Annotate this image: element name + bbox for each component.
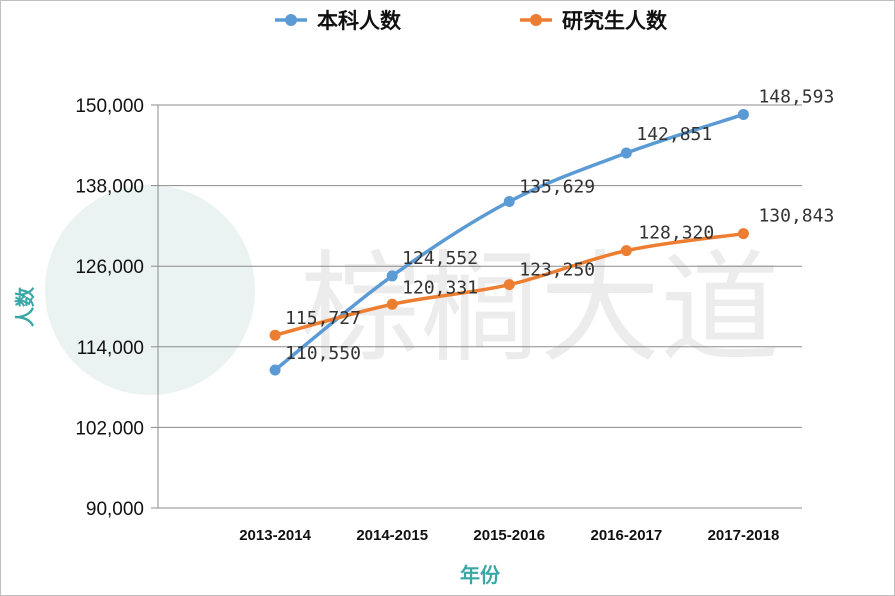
- y-tick-label: 126,000: [75, 257, 144, 278]
- legend-label: 本科人数: [317, 9, 402, 33]
- y-tick-label: 150,000: [75, 96, 144, 117]
- data-label: 115,727: [285, 308, 361, 329]
- data-point: [503, 196, 515, 208]
- data-label: 135,629: [519, 177, 595, 198]
- y-tick-label: 102,000: [75, 418, 144, 439]
- data-point: [737, 228, 749, 240]
- x-ticks: 2013-2014 2014-2015 2015-2016 2016-2017 2017…: [239, 527, 779, 544]
- legend-label: 研究生人数: [562, 9, 668, 33]
- x-axis-title: 年份: [460, 563, 501, 587]
- legend-marker: [285, 14, 297, 26]
- watermark: 棕榈大道: [45, 185, 780, 395]
- watermark-logo: [45, 185, 255, 395]
- watermark-text: 棕榈大道: [300, 240, 780, 379]
- legend: 本科人数 研究生人数: [275, 9, 668, 33]
- x-tick-label: 2016-2017: [590, 527, 662, 544]
- y-ticks: 90,000 102,000 114,000 126,000 138,000 150,00…: [75, 96, 158, 520]
- x-tick-label: 2017-2018: [708, 527, 780, 544]
- axes: [157, 105, 802, 509]
- grid: [158, 104, 802, 428]
- data-labels: 110,550 124,552 135,629 142,851 148,593 115,7…: [285, 86, 834, 364]
- y-tick-label: 90,000: [86, 499, 144, 520]
- x-tick-label: 2015-2016: [473, 527, 545, 544]
- data-point: [386, 298, 398, 310]
- data-point: [269, 364, 281, 376]
- data-point: [737, 108, 749, 120]
- x-tick-label: 2013-2014: [239, 527, 311, 544]
- data-label: 110,550: [285, 343, 361, 364]
- data-point: [620, 147, 632, 159]
- y-tick-label: 138,000: [75, 177, 144, 198]
- data-label: 124,552: [402, 248, 478, 269]
- data-point: [386, 270, 398, 282]
- y-tick-label: 114,000: [77, 338, 144, 359]
- data-point: [503, 279, 515, 291]
- data-point: [269, 329, 281, 341]
- data-label: 120,331: [402, 277, 478, 298]
- data-label: 148,593: [758, 86, 834, 107]
- data-label: 123,250: [519, 260, 595, 281]
- data-label: 130,843: [758, 206, 834, 227]
- data-label: 128,320: [638, 223, 714, 244]
- y-axis-title: 人数: [13, 286, 37, 327]
- data-point: [620, 245, 632, 257]
- x-tick-label: 2014-2015: [356, 527, 428, 544]
- legend-marker: [530, 14, 542, 26]
- data-label: 142,851: [636, 124, 712, 145]
- series: [269, 108, 749, 376]
